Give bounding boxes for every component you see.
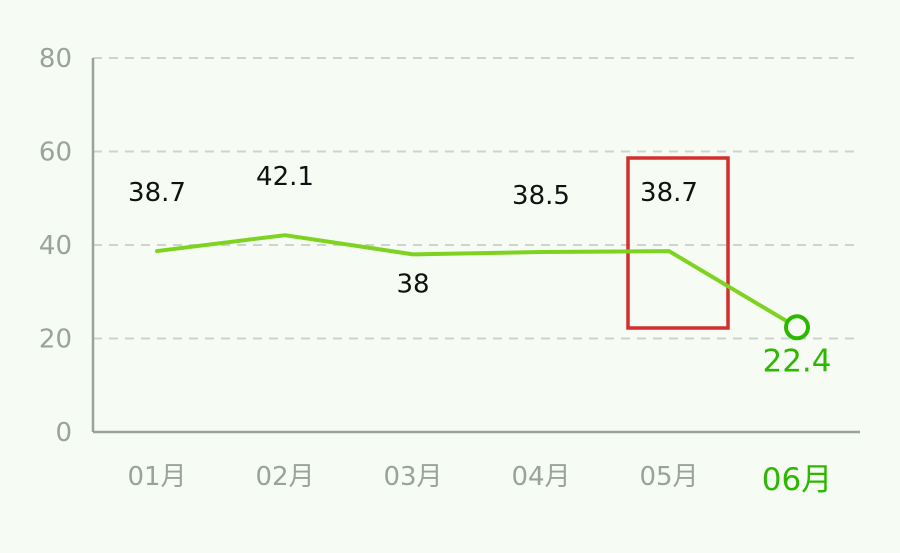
data-labels: 38.7 42.1 38 38.5 38.7 22.4 bbox=[128, 162, 831, 379]
data-label: 38.7 bbox=[128, 178, 186, 208]
y-tick-label: 0 bbox=[55, 418, 72, 448]
y-tick-label: 20 bbox=[39, 325, 72, 355]
highlight-point bbox=[784, 314, 810, 341]
y-tick-label: 60 bbox=[39, 138, 72, 168]
data-label: 42.1 bbox=[256, 162, 314, 192]
x-axis-ticks: 01月 02月 03月 04月 05月 06月 bbox=[127, 462, 832, 498]
data-label: 22.4 bbox=[762, 343, 831, 379]
highlight-box bbox=[626, 156, 730, 330]
x-tick-label: 05月 bbox=[639, 462, 698, 492]
x-tick-label: 01月 bbox=[127, 462, 186, 492]
y-axis-ticks: 0 20 40 60 80 bbox=[39, 44, 72, 448]
y-tick-label: 40 bbox=[39, 231, 72, 261]
x-tick-label: 03月 bbox=[383, 462, 442, 492]
x-tick-label: 02月 bbox=[255, 462, 314, 492]
data-label: 38.7 bbox=[640, 178, 698, 208]
y-tick-label: 80 bbox=[39, 44, 72, 74]
data-label: 38 bbox=[396, 269, 429, 299]
x-tick-label: 06月 bbox=[762, 462, 832, 498]
x-tick-label: 04月 bbox=[511, 462, 570, 492]
data-points bbox=[784, 314, 810, 341]
data-label: 38.5 bbox=[512, 181, 570, 211]
series-line bbox=[155, 233, 799, 330]
